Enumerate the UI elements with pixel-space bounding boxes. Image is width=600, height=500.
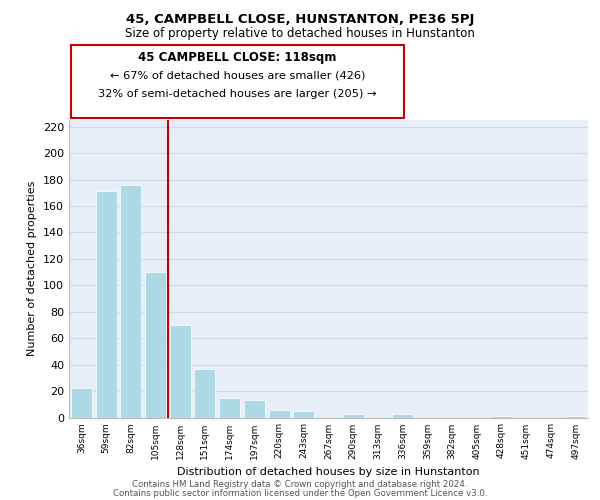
Bar (343, 414, 364, 418)
Bar (392, 414, 413, 418)
Text: 45 CAMPBELL CLOSE: 118sqm: 45 CAMPBELL CLOSE: 118sqm (138, 51, 337, 64)
Bar (244, 400, 265, 417)
Bar (145, 272, 166, 418)
Text: ← 67% of detached houses are smaller (426): ← 67% of detached houses are smaller (42… (110, 70, 365, 80)
Bar (194, 368, 215, 418)
Text: Contains public sector information licensed under the Open Government Licence v3: Contains public sector information licen… (113, 489, 487, 498)
Bar (95, 192, 116, 418)
Bar (565, 416, 586, 418)
Bar (491, 416, 512, 418)
Bar (120, 185, 141, 418)
Text: 45, CAMPBELL CLOSE, HUNSTANTON, PE36 5PJ: 45, CAMPBELL CLOSE, HUNSTANTON, PE36 5PJ (126, 12, 474, 26)
Bar (219, 398, 240, 417)
Bar (293, 411, 314, 418)
Text: 32% of semi-detached houses are larger (205) →: 32% of semi-detached houses are larger (… (98, 89, 377, 99)
X-axis label: Distribution of detached houses by size in Hunstanton: Distribution of detached houses by size … (177, 467, 480, 477)
Y-axis label: Number of detached properties: Number of detached properties (28, 181, 37, 356)
Bar (170, 325, 191, 418)
Bar (71, 388, 92, 418)
Bar (269, 410, 290, 418)
Text: Size of property relative to detached houses in Hunstanton: Size of property relative to detached ho… (125, 28, 475, 40)
Text: Contains HM Land Registry data © Crown copyright and database right 2024.: Contains HM Land Registry data © Crown c… (132, 480, 468, 489)
